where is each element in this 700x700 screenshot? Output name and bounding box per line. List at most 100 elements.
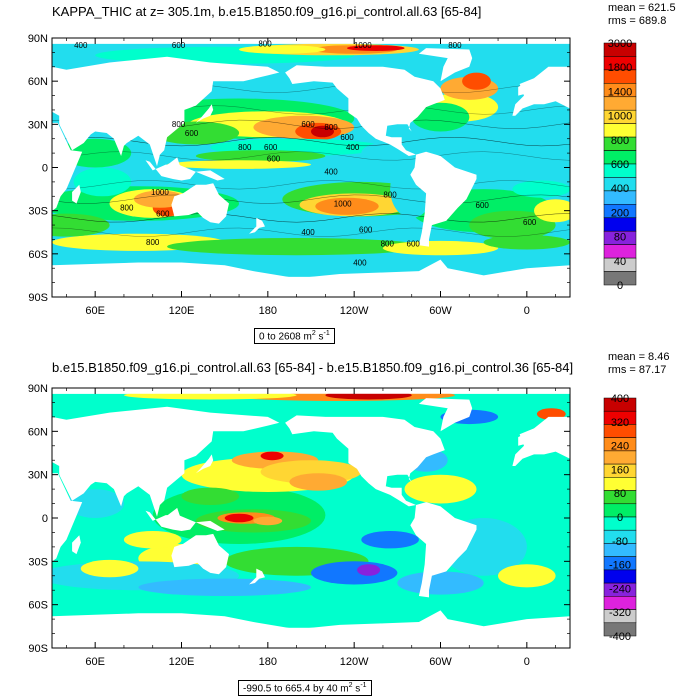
- bottom-colorbar-label-9: -320: [609, 607, 631, 619]
- top-colorbar-label-7: 200: [611, 207, 629, 219]
- bottom-ytick-label-2: 30N: [28, 470, 48, 482]
- bottom-field-patch-18: [536, 408, 566, 420]
- top-contour-label-20: 600: [359, 225, 373, 234]
- top-contour-label-21: 800: [381, 240, 395, 249]
- bottom-xtick-label-5: 0: [524, 656, 530, 668]
- bottom-ytick-label-1: 60N: [28, 426, 48, 438]
- top-stats: mean = 621.5 rms = 689.8: [608, 2, 676, 28]
- top-contour-label-26: 400: [301, 228, 315, 237]
- bottom-panel: b.e15.B1850.f09_g16.pi_control.all.63 [6…: [0, 350, 700, 700]
- top-ytick-label-1: 60N: [28, 76, 48, 88]
- top-range-units-tail: s: [315, 331, 324, 343]
- bottom-colorbar-label-0: 400: [611, 393, 629, 405]
- top-mean-label: mean = 621.5: [608, 2, 676, 14]
- top-land-madagascar: [72, 184, 81, 204]
- bottom-field-patch-28: [66, 489, 124, 518]
- top-xtick-label-4: 60W: [429, 305, 452, 317]
- top-land-antarctica: [52, 259, 570, 297]
- top-contour-label-17: 600: [156, 209, 170, 218]
- top-field-patch-4: [239, 45, 326, 54]
- top-contour-label-0: 400: [74, 41, 88, 50]
- top-colorbar-label-3: 1000: [608, 111, 632, 123]
- top-colorbar-label-1: 1800: [608, 62, 632, 74]
- top-ytick-label-2: 30N: [28, 119, 48, 131]
- top-contour-line-2: [52, 194, 570, 204]
- bottom-range-box: -990.5 to 665.4 by 40 m2 s-1: [238, 680, 372, 697]
- bottom-field-patch-26: [123, 531, 182, 549]
- top-colorbar-label-2: 1400: [608, 86, 632, 98]
- top-xtick-label-1: 120E: [169, 305, 195, 317]
- top-land-borneo: [165, 157, 181, 174]
- top-contour-label-14: 400: [324, 168, 338, 177]
- top-land-uk: [518, 84, 530, 96]
- top-contour-label-18: 800: [383, 191, 397, 200]
- top-contour-label-24: 600: [523, 218, 537, 227]
- bottom-ytick-label-0: 90N: [28, 383, 48, 395]
- bottom-field-patch-25: [397, 571, 484, 595]
- top-land-asia: [52, 56, 280, 167]
- bottom-land-madagascar: [72, 535, 81, 555]
- bottom-ytick-label-5: 60S: [28, 600, 48, 612]
- top-ytick-label-3: 0: [42, 163, 48, 175]
- bottom-colorbar-label-1: 320: [611, 417, 629, 429]
- bottom-colorbar-label-5: 0: [617, 512, 623, 524]
- top-land-australia: [171, 183, 229, 224]
- bottom-north-blank: [52, 388, 570, 394]
- top-contour-label-9: 600: [340, 133, 354, 142]
- bottom-colorbar-label-4: 80: [614, 488, 626, 500]
- top-north-blank: [52, 38, 570, 44]
- bottom-colorbar-box-17: [603, 622, 637, 637]
- top-contour-label-5: 800: [172, 120, 186, 129]
- top-land-japan: [195, 104, 214, 123]
- bottom-land-australia: [171, 533, 229, 575]
- bottom-xtick-label-4: 60W: [429, 656, 452, 668]
- top-contour-line-0: [52, 227, 570, 237]
- bottom-land-samerica: [410, 502, 477, 598]
- top-field-patch-27: [382, 240, 499, 256]
- top-contour-label-2: 800: [258, 40, 272, 49]
- top-contour-label-1: 600: [172, 41, 186, 50]
- bottom-colorbar-box-13: [603, 569, 637, 584]
- bottom-xtick-label-0: 60E: [85, 656, 105, 668]
- bottom-field-patch-22: [498, 564, 556, 588]
- bottom-field-patch-9: [289, 473, 348, 491]
- top-field-patch-13: [167, 160, 311, 169]
- bottom-stats: mean = 8.46 rms = 87.17: [608, 351, 669, 377]
- top-field-patch-28: [483, 235, 570, 250]
- top-field-patch-16: [315, 197, 379, 215]
- top-range-units: 2: [311, 330, 316, 337]
- bottom-xtick-label-3: 120W: [340, 656, 369, 668]
- bottom-land-japan: [195, 454, 214, 474]
- bottom-field-patch-27: [80, 559, 139, 578]
- bottom-field-patch-4: [253, 516, 283, 526]
- top-land-europe: [512, 66, 570, 116]
- bottom-land-newzealand: [249, 568, 265, 585]
- bottom-field-patch-24: [138, 578, 311, 596]
- top-contour-label-13: 600: [267, 155, 281, 164]
- top-contour-label-10: 400: [346, 143, 360, 152]
- bottom-colorbar-label-6: -80: [612, 536, 628, 548]
- bottom-xtick-label-2: 180: [259, 656, 277, 668]
- top-field-patch-24: [512, 180, 570, 198]
- top-field-patch-26: [167, 238, 427, 256]
- top-contour-line-4: [52, 151, 570, 161]
- top-ytick-label-4: 30S: [28, 206, 48, 218]
- bottom-ytick-label-3: 0: [42, 513, 48, 525]
- top-land-samerica: [410, 151, 477, 247]
- top-field-patch-31: [462, 72, 491, 90]
- top-contour-label-15: 1000: [151, 188, 169, 197]
- bottom-plot-area: [52, 388, 570, 648]
- top-colorbar-box-17: [603, 271, 637, 286]
- top-field-patch-35: [73, 167, 132, 197]
- bottom-land-uk: [518, 434, 530, 446]
- top-colorbar-box-13: [603, 217, 637, 232]
- bottom-land-antarctica: [52, 610, 570, 648]
- bottom-colorbar-label-10: -400: [609, 631, 631, 643]
- top-xtick-label-5: 0: [524, 305, 530, 317]
- top-colorbar-label-8: 80: [614, 232, 626, 244]
- top-field-patch-12: [195, 150, 326, 162]
- bottom-field-patch-30: [325, 502, 412, 520]
- bottom-field-patch-29: [181, 487, 240, 505]
- top-range-box: 0 to 2608 m2 s-1: [254, 328, 335, 345]
